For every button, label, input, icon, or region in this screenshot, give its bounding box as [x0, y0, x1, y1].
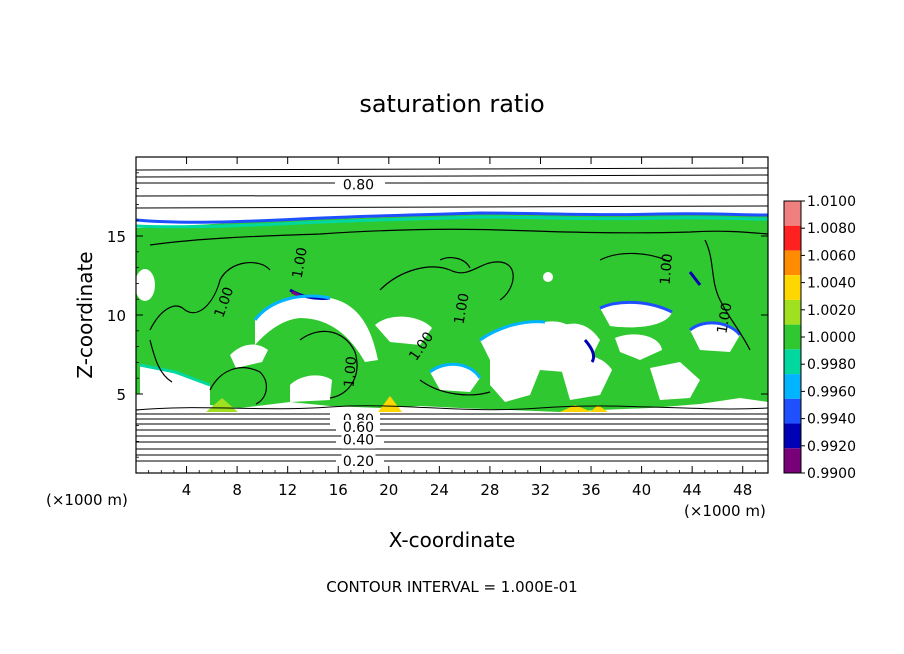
clear-air-pockets: [136, 269, 740, 405]
chart-title: saturation ratio: [359, 90, 544, 118]
x-axis-ticks: 4 8 12 16 20 24 28 32 36 40 44 48: [148, 157, 756, 499]
colorbar-label: 0.9960: [807, 384, 856, 400]
subsaturated-edges: [139, 271, 742, 387]
contour-interval-note: CONTOUR INTERVAL = 1.000E-01: [326, 578, 577, 596]
x-unit-right: (×1000 m): [684, 502, 766, 520]
cloud-top-rim: [136, 211, 768, 224]
contour-label: 0.60: [343, 420, 374, 436]
contour-label: 1.00: [290, 246, 311, 279]
colorbar-swatch: [784, 423, 801, 449]
y-tick-label: 5: [116, 386, 126, 404]
colorbar-label: 1.0060: [807, 248, 856, 264]
contour-label: 1.00: [342, 356, 361, 388]
contour-label: 1.00: [658, 253, 677, 285]
x-unit-left: (×1000 m): [46, 491, 128, 509]
x-tick-label: 48: [733, 481, 752, 499]
y-axis-label: Z-coordinate: [73, 251, 97, 378]
x-tick-label: 40: [632, 481, 651, 499]
cloud-top-rim-cyan: [136, 215, 768, 229]
colorbar-label: 1.0040: [807, 276, 856, 292]
colorbar-label: 1.0020: [807, 303, 856, 319]
contour-label-bg: [341, 419, 376, 436]
colorbar-label: 0.9920: [807, 439, 856, 455]
contour-label: 1.00: [452, 292, 473, 325]
x-tick-label: 32: [531, 481, 550, 499]
colorbar-label: 0.9980: [807, 357, 856, 373]
y-tick-label: 10: [107, 307, 126, 325]
colorbar-swatch: [784, 275, 801, 300]
colorbar: 1.0100 1.0080 1.0060 1.0040 1.0020 1.0000 0.99…: [783, 194, 856, 482]
colorbar-swatch: [784, 349, 801, 375]
contour-label: 0.20: [343, 454, 374, 470]
colorbar-swatch: [784, 201, 801, 226]
colorbar-swatch: [784, 324, 801, 350]
contour-label: 0.80: [343, 177, 374, 193]
contour-lines-lower: [136, 405, 768, 462]
x-tick-label: 4: [182, 481, 192, 499]
contour-label-bg: [341, 453, 376, 470]
colorbar-swatch: [784, 448, 801, 473]
x-tick-label: 12: [278, 481, 297, 499]
colorbar-label: 0.9940: [807, 412, 856, 428]
y-tick-label: 15: [107, 228, 126, 246]
colorbar-swatch: [784, 299, 801, 325]
colorbar-swatch: [784, 374, 801, 399]
contour-label: 0.40: [343, 433, 374, 449]
x-tick-label: 24: [430, 481, 449, 499]
contour-label: 1.00: [714, 301, 735, 334]
x-tick-label: 28: [480, 481, 499, 499]
colorbar-swatch: [784, 225, 801, 251]
contour-label-bg: [341, 432, 376, 449]
colorbar-label: 0.9900: [807, 466, 856, 482]
colorbar-label: 1.0100: [807, 194, 856, 210]
contour-1.00: [149, 228, 768, 405]
x-tick-label: 44: [683, 481, 702, 499]
x-tick-label: 20: [379, 481, 398, 499]
colorbar-swatch: [784, 398, 801, 424]
colorbar-swatch: [784, 250, 801, 276]
plot-area: 0.800.800.600.400.201.001.001.001.001.00…: [136, 157, 768, 473]
x-axis-label: X-coordinate: [389, 528, 516, 552]
colorbar-label: 1.0000: [807, 330, 856, 346]
contour-label-bg: [341, 177, 376, 194]
cloud-field: [136, 214, 768, 412]
y-axis-ticks: 5 10 15: [107, 172, 768, 458]
contour-labels: 0.800.800.600.400.201.001.001.001.001.00…: [212, 177, 736, 470]
x-tick-label: 36: [581, 481, 600, 499]
colorbar-label: 1.0080: [807, 221, 856, 237]
x-tick-label: 16: [329, 481, 348, 499]
x-tick-label: 8: [232, 481, 242, 499]
